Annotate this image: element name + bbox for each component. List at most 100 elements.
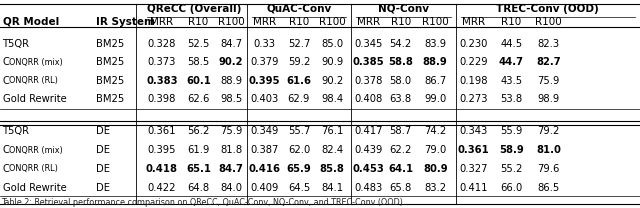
Text: ONQRR (mix): ONQRR (mix) xyxy=(9,146,63,155)
Text: 0.439: 0.439 xyxy=(355,145,383,155)
Text: T5QR: T5QR xyxy=(3,126,29,136)
Text: 44.5: 44.5 xyxy=(500,39,522,49)
Text: 86.7: 86.7 xyxy=(424,76,446,86)
Text: MRR: MRR xyxy=(150,17,173,27)
Text: R10: R10 xyxy=(501,17,522,27)
Text: 63.8: 63.8 xyxy=(390,94,412,104)
Text: R10: R10 xyxy=(188,17,209,27)
Text: IR System: IR System xyxy=(96,17,155,27)
Text: 74.2: 74.2 xyxy=(424,126,446,136)
Text: 58.7: 58.7 xyxy=(390,126,412,136)
Text: 61.6: 61.6 xyxy=(286,76,312,86)
Text: 0.343: 0.343 xyxy=(460,126,488,136)
Text: 83.2: 83.2 xyxy=(424,183,446,193)
Text: BM25: BM25 xyxy=(96,39,124,49)
Text: 65.1: 65.1 xyxy=(186,164,211,174)
Text: 0.328: 0.328 xyxy=(148,39,176,49)
Text: 0.373: 0.373 xyxy=(148,57,176,67)
Text: 0.361: 0.361 xyxy=(148,126,176,136)
Text: ONQRR (RL): ONQRR (RL) xyxy=(9,76,58,85)
Text: R100: R100 xyxy=(218,17,244,27)
Text: BM25: BM25 xyxy=(96,76,124,86)
Text: 0.361: 0.361 xyxy=(458,145,490,155)
Text: MRR: MRR xyxy=(462,17,485,27)
Text: DE: DE xyxy=(96,183,110,193)
Text: QuAC-Conv: QuAC-Conv xyxy=(267,4,332,14)
Text: 85.0: 85.0 xyxy=(321,39,343,49)
Text: R100: R100 xyxy=(535,17,562,27)
Text: 0.411: 0.411 xyxy=(460,183,488,193)
Text: 0.417: 0.417 xyxy=(355,126,383,136)
Text: MRR: MRR xyxy=(253,17,276,27)
Text: 86.5: 86.5 xyxy=(538,183,559,193)
Text: 0.398: 0.398 xyxy=(148,94,176,104)
Text: DE: DE xyxy=(96,145,110,155)
Text: 53.8: 53.8 xyxy=(500,94,522,104)
Text: 60.1: 60.1 xyxy=(186,76,211,86)
Text: 44.7: 44.7 xyxy=(499,57,524,67)
Text: C: C xyxy=(3,145,10,155)
Text: 65.9: 65.9 xyxy=(287,164,311,174)
Text: 0.387: 0.387 xyxy=(250,145,278,155)
Text: QR Model: QR Model xyxy=(3,17,59,27)
Text: 84.7: 84.7 xyxy=(220,39,242,49)
Text: 80.9: 80.9 xyxy=(423,164,447,174)
Text: 64.8: 64.8 xyxy=(188,183,209,193)
Text: 0.379: 0.379 xyxy=(250,57,278,67)
Text: 0.395: 0.395 xyxy=(148,145,176,155)
Text: 43.5: 43.5 xyxy=(500,76,522,86)
Text: R100: R100 xyxy=(319,17,346,27)
Text: 75.9: 75.9 xyxy=(538,76,559,86)
Text: 0.409: 0.409 xyxy=(250,183,278,193)
Text: 0.229: 0.229 xyxy=(460,57,488,67)
Text: 0.273: 0.273 xyxy=(460,94,488,104)
Text: C: C xyxy=(3,76,10,86)
Text: R10: R10 xyxy=(289,17,309,27)
Text: 82.3: 82.3 xyxy=(538,39,559,49)
Text: 0.403: 0.403 xyxy=(250,94,278,104)
Text: 59.2: 59.2 xyxy=(288,57,310,67)
Text: T5QR: T5QR xyxy=(3,39,29,49)
Text: Gold Rewrite: Gold Rewrite xyxy=(3,183,67,193)
Text: ONQRR (RL): ONQRR (RL) xyxy=(9,164,58,173)
Text: 84.1: 84.1 xyxy=(321,183,343,193)
Text: 0.408: 0.408 xyxy=(355,94,383,104)
Text: 79.6: 79.6 xyxy=(538,164,559,174)
Text: 58.9: 58.9 xyxy=(499,145,524,155)
Text: 75.9: 75.9 xyxy=(220,126,242,136)
Text: QReCC (Overall): QReCC (Overall) xyxy=(147,4,242,14)
Text: 62.6: 62.6 xyxy=(188,94,209,104)
Text: 88.9: 88.9 xyxy=(220,76,242,86)
Text: 0.395: 0.395 xyxy=(248,76,280,86)
Text: 84.7: 84.7 xyxy=(219,164,243,174)
Text: 0.383: 0.383 xyxy=(146,76,178,86)
Text: 58.5: 58.5 xyxy=(188,57,209,67)
Text: 0.345: 0.345 xyxy=(355,39,383,49)
Text: 54.2: 54.2 xyxy=(390,39,412,49)
Text: 0.453: 0.453 xyxy=(353,164,385,174)
Text: 76.1: 76.1 xyxy=(321,126,343,136)
Text: 62.0: 62.0 xyxy=(288,145,310,155)
Text: 62.2: 62.2 xyxy=(390,145,412,155)
Text: 82.7: 82.7 xyxy=(536,57,561,67)
Text: 0.385: 0.385 xyxy=(353,57,385,67)
Text: 55.9: 55.9 xyxy=(500,126,522,136)
Text: 98.5: 98.5 xyxy=(220,94,242,104)
Text: 0.483: 0.483 xyxy=(355,183,383,193)
Text: 81.0: 81.0 xyxy=(536,145,561,155)
Text: 58.0: 58.0 xyxy=(390,76,412,86)
Text: 0.422: 0.422 xyxy=(148,183,176,193)
Text: BM25: BM25 xyxy=(96,94,124,104)
Text: 98.4: 98.4 xyxy=(321,94,343,104)
Text: ONQRR (mix): ONQRR (mix) xyxy=(9,58,63,67)
Text: 61.9: 61.9 xyxy=(188,145,209,155)
Text: 0.378: 0.378 xyxy=(355,76,383,86)
Text: C: C xyxy=(3,164,10,174)
Text: MRR: MRR xyxy=(357,17,380,27)
Text: 82.4: 82.4 xyxy=(321,145,343,155)
Text: R100: R100 xyxy=(422,17,449,27)
Text: 99.0: 99.0 xyxy=(424,94,446,104)
Text: 55.7: 55.7 xyxy=(288,126,310,136)
Text: 84.0: 84.0 xyxy=(220,183,242,193)
Text: DE: DE xyxy=(96,126,110,136)
